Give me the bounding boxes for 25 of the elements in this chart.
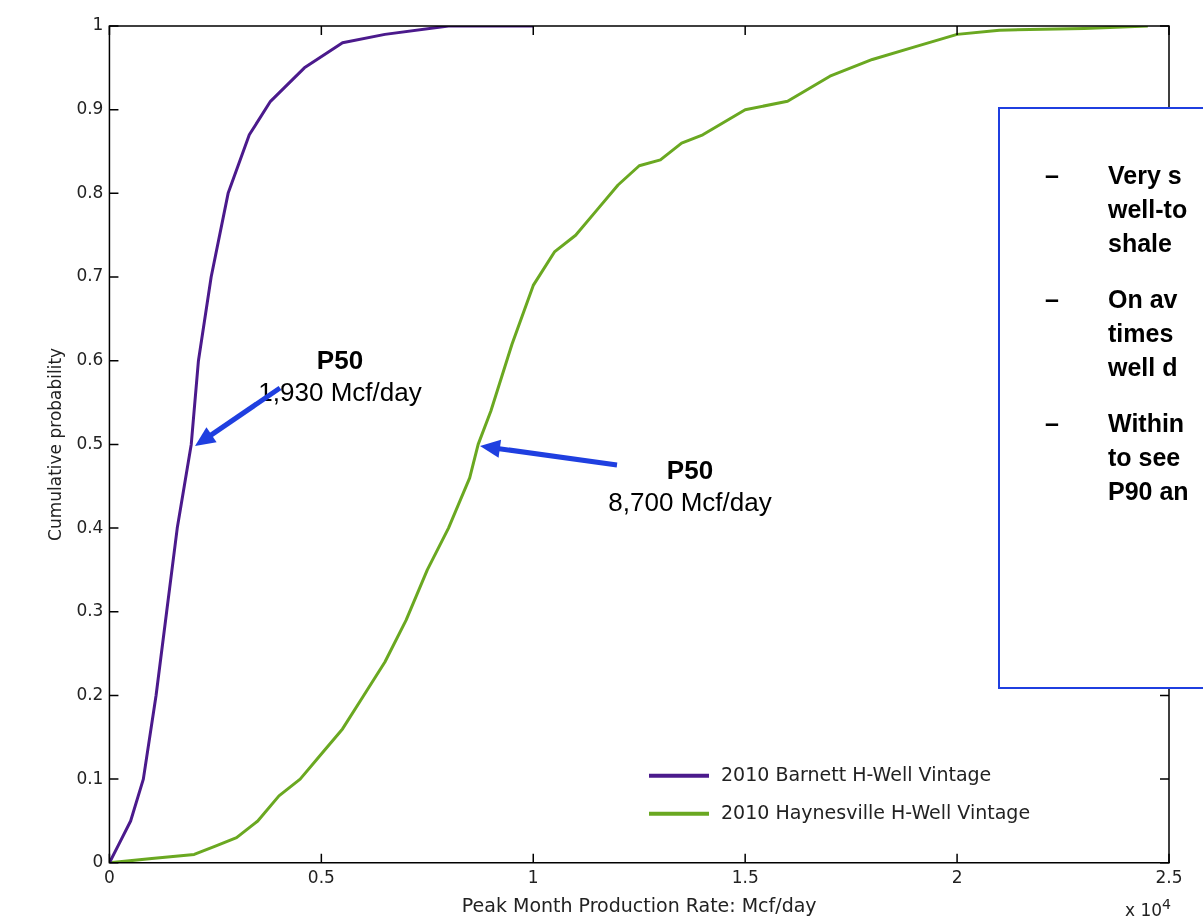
x-axis-title: Peak Month Production Rate: Mcf/day	[461, 893, 817, 916]
x-tick-label: 1.5	[731, 867, 759, 888]
y-axis-title: Cumulative probability	[44, 347, 65, 541]
x-tick-label: 0.5	[307, 867, 335, 888]
y-tick-label: 0	[92, 851, 104, 872]
text: x 10$^{4}$	[1125, 896, 1172, 920]
y-tick-label: 0.9	[76, 98, 104, 119]
annotation: P50 8,700 Mcf/day	[608, 454, 772, 518]
annotation: – Very s well-to shale	[1045, 160, 1189, 259]
y-tick-label: 0.5	[76, 432, 104, 453]
y-tick-label: 0.1	[76, 767, 104, 788]
legend-label: 2010 Haynesville H-Well Vintage	[721, 800, 1031, 823]
x-tick-label: 1	[527, 867, 539, 888]
annotation: – Within to see P90 an	[1045, 408, 1190, 507]
legend-label: 2010 Barnett H-Well Vintage	[721, 762, 992, 785]
x-tick-label: 2	[951, 867, 963, 888]
y-tick-label: 0.3	[76, 600, 104, 621]
y-tick-label: 0.6	[76, 349, 104, 370]
y-tick-label: 0.7	[76, 265, 104, 286]
y-tick-label: 1	[92, 14, 104, 35]
annotation: – On av times well d	[1045, 284, 1179, 383]
y-tick-label: 0.8	[76, 181, 104, 202]
y-tick-label: 0.2	[76, 683, 104, 704]
y-tick-label: 0.4	[76, 516, 104, 537]
x-tick-label: 2.5	[1155, 867, 1183, 888]
